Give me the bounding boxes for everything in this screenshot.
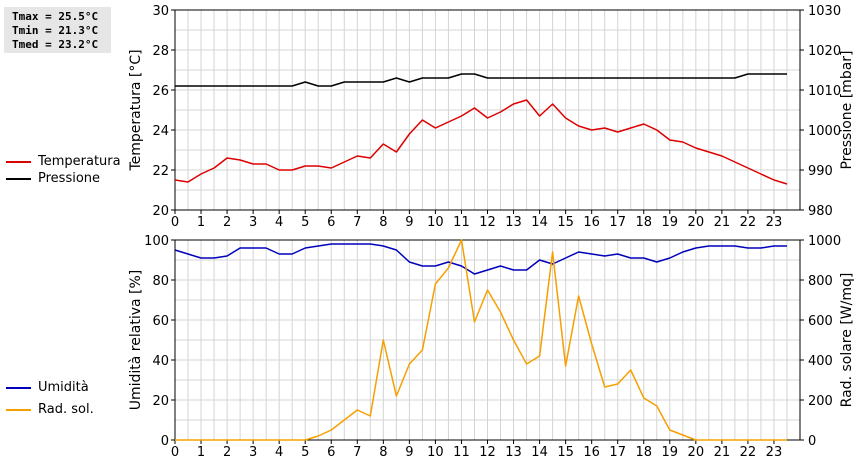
y2-tick-label: 980: [808, 204, 833, 219]
y-tick-label: 20: [152, 394, 169, 409]
y2-tick-label: 990: [808, 164, 833, 179]
y2-tick-label: 1020: [808, 44, 841, 59]
stat-tmed: Tmed = 23.2°C: [12, 38, 99, 51]
y2-tick-label: 600: [808, 314, 833, 329]
y2-axis-label: Pressione [mbar]: [839, 50, 855, 169]
legend-swatch-rad-sol: [6, 409, 31, 411]
x-tick-label: 23: [766, 445, 783, 460]
x-tick-label: 7: [353, 445, 361, 460]
x-tick-label: 4: [275, 445, 283, 460]
y-tick-label: 30: [152, 4, 169, 19]
x-tick-label: 16: [583, 215, 600, 230]
x-tick-label: 11: [453, 445, 470, 460]
x-tick-label: 17: [609, 215, 626, 230]
x-tick-label: 5: [301, 215, 309, 230]
y2-tick-label: 800: [808, 274, 833, 289]
x-tick-label: 8: [379, 445, 387, 460]
x-tick-label: 10: [427, 445, 444, 460]
x-tick-label: 0: [171, 445, 179, 460]
y-tick-label: 60: [152, 314, 169, 329]
y2-tick-label: 400: [808, 354, 833, 369]
x-tick-label: 10: [427, 215, 444, 230]
y-tick-label: 24: [152, 124, 169, 139]
x-tick-label: 19: [662, 445, 679, 460]
series-line-temperatura: [174, 99, 788, 185]
x-tick-label: 14: [531, 445, 548, 460]
x-tick-label: 18: [635, 445, 652, 460]
x-tick-label: 6: [327, 215, 335, 230]
x-tick-label: 16: [583, 445, 600, 460]
y2-tick-label: 1000: [808, 234, 841, 249]
y-tick-label: 28: [152, 44, 169, 59]
y2-tick-label: 200: [808, 394, 833, 409]
x-tick-label: 2: [223, 445, 231, 460]
y-tick-label: 20: [152, 204, 169, 219]
x-tick-label: 4: [275, 215, 283, 230]
x-tick-label: 5: [301, 445, 309, 460]
x-tick-label: 20: [688, 215, 705, 230]
x-tick-label: 7: [353, 215, 361, 230]
x-tick-label: 2: [223, 215, 231, 230]
x-tick-label: 3: [249, 445, 257, 460]
x-tick-label: 17: [609, 445, 626, 460]
x-tick-label: 15: [557, 215, 574, 230]
x-tick-label: 8: [379, 215, 387, 230]
x-tick-label: 22: [740, 445, 757, 460]
x-tick-label: 21: [714, 215, 731, 230]
temp-plot: [171, 9, 804, 214]
y-tick-label: 80: [152, 274, 169, 289]
y-tick-label: 0: [161, 434, 169, 449]
x-tick-label: 12: [479, 445, 496, 460]
x-tick-label: 13: [505, 215, 522, 230]
x-tick-label: 21: [714, 445, 731, 460]
y2-tick-label: 1010: [808, 84, 841, 99]
x-tick-label: 6: [327, 445, 335, 460]
x-tick-label: 20: [688, 445, 705, 460]
y2-tick-label: 1000: [808, 124, 841, 139]
x-tick-label: 12: [479, 215, 496, 230]
x-tick-label: 19: [662, 215, 679, 230]
x-tick-label: 13: [505, 445, 522, 460]
y-tick-label: 40: [152, 354, 169, 369]
y2-axis-label: Rad. solare [W/mq]: [839, 273, 855, 408]
y2-tick-label: 0: [808, 434, 816, 449]
x-tick-label: 1: [197, 445, 205, 460]
x-tick-label: 18: [635, 215, 652, 230]
x-tick-label: 9: [405, 445, 413, 460]
legend-label-temperatura: Temperatura: [38, 154, 121, 169]
x-tick-label: 11: [453, 215, 470, 230]
stats-box: Tmax = 25.5°C Tmin = 21.3°C Tmed = 23.2°…: [4, 7, 111, 53]
series-line-pressione: [175, 73, 787, 87]
x-tick-label: 22: [740, 215, 757, 230]
x-tick-label: 0: [171, 215, 179, 230]
x-tick-label: 9: [405, 215, 413, 230]
x-tick-label: 23: [766, 215, 783, 230]
series-line-umidit: [174, 243, 787, 275]
series-line-rad-sol: [175, 239, 787, 441]
y-axis-label: Temperatura [°C]: [128, 49, 144, 171]
y-axis-label: Umidità relativa [%]: [128, 270, 144, 411]
hum-plot: [171, 239, 804, 444]
x-tick-label: 14: [531, 215, 548, 230]
x-tick-label: 15: [557, 445, 574, 460]
y2-tick-label: 1030: [808, 4, 841, 19]
y-tick-label: 100: [144, 234, 169, 249]
legend-swatch-umidita: [6, 387, 31, 389]
y-tick-label: 22: [152, 164, 169, 179]
legend-swatch-pressione: [6, 178, 31, 180]
legend-label-pressione: Pressione: [38, 171, 101, 186]
legend-label-umidita: Umidità: [38, 380, 89, 395]
legend-swatch-temperatura: [6, 161, 31, 163]
stat-tmax: Tmax = 25.5°C: [12, 10, 99, 23]
y-tick-label: 26: [152, 84, 169, 99]
stat-tmin: Tmin = 21.3°C: [12, 24, 99, 37]
legend-label-rad-sol: Rad. sol.: [38, 402, 94, 417]
x-tick-label: 1: [197, 215, 205, 230]
x-tick-label: 3: [249, 215, 257, 230]
